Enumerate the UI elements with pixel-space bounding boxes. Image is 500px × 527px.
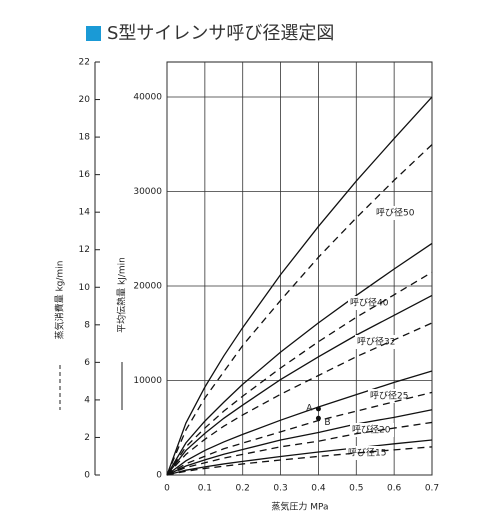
y-tick-label: 40000 <box>133 92 162 102</box>
steam-line <box>166 421 433 476</box>
x-tick-label: 0.3 <box>273 484 287 494</box>
label-bg <box>374 206 418 220</box>
y2-tick-label: 18 <box>79 133 91 143</box>
y-tick-label: 20000 <box>133 281 162 291</box>
series-label: 呼び径15 <box>348 447 386 459</box>
y2-tick-label: 10 <box>79 283 91 293</box>
point-label: B <box>324 418 330 428</box>
point <box>315 406 321 412</box>
heat-line <box>166 96 433 476</box>
y2-tick-label: 0 <box>84 471 90 481</box>
y2-tick-label: 4 <box>84 395 90 405</box>
steam-line <box>166 271 433 476</box>
y2-tick-label: 8 <box>84 320 90 330</box>
y2-tick-label: 12 <box>79 245 90 255</box>
steam-line <box>166 391 433 476</box>
heat-line <box>166 439 433 476</box>
y2-tick-label: 20 <box>79 95 91 105</box>
heat-line <box>166 370 433 476</box>
y-tick-label: 30000 <box>133 187 162 197</box>
title-marker <box>86 26 101 41</box>
x-tick-label: 0.1 <box>198 484 212 494</box>
y2-tick-label: 22 <box>79 58 90 68</box>
steam-line <box>166 144 433 476</box>
y2-tick-label: 6 <box>84 358 90 368</box>
series-label: 呼び径32 <box>357 336 395 348</box>
heat-line <box>166 242 433 476</box>
heat-line <box>166 294 433 476</box>
y2-tick-label: 16 <box>79 170 91 180</box>
x-tick-label: 0.2 <box>236 484 250 494</box>
steam-line <box>166 322 433 476</box>
x-tick-label: 0 <box>164 484 170 494</box>
series-label: 呼び径20 <box>352 424 391 436</box>
series-label: 呼び径25 <box>370 390 408 402</box>
point <box>315 415 321 421</box>
point-label: A <box>306 403 313 413</box>
label-bg <box>348 296 392 310</box>
y-tick-label: 10000 <box>133 376 162 386</box>
y2-tick-label: 14 <box>79 208 91 218</box>
chart-title: S型サイレンサ呼び径選定図 <box>107 23 334 44</box>
label-bg <box>346 446 390 460</box>
series-label: 呼び径40 <box>350 297 389 309</box>
heat-line <box>166 409 433 476</box>
y2-axis-label: 蒸気消費量 kg/min <box>54 261 66 340</box>
x-tick-label: 0.7 <box>425 484 439 494</box>
x-tick-label: 0.6 <box>387 484 402 494</box>
x-tick-label: 0.4 <box>311 484 326 494</box>
y-tick-label: 0 <box>156 471 162 481</box>
steam-line <box>166 446 433 476</box>
series-label: 呼び径50 <box>376 207 415 219</box>
x-tick-label: 0.5 <box>349 484 363 494</box>
y2-tick-label: 2 <box>84 433 90 443</box>
x-axis-label: 蒸気圧力 MPa <box>271 501 328 513</box>
y-axis-label: 平均伝熱量 kJ/min <box>116 257 128 333</box>
label-bg <box>355 335 399 349</box>
